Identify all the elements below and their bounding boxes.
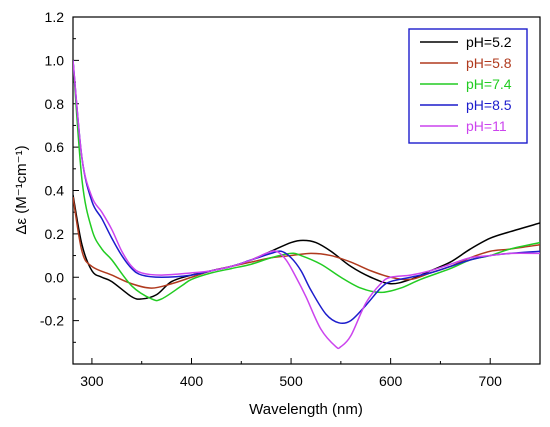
x-tick-label: 500 bbox=[279, 373, 303, 389]
series-line-pH=5.8 bbox=[73, 196, 540, 289]
legend-label: pH=11 bbox=[466, 118, 507, 134]
y-tick-label: 0.8 bbox=[45, 96, 65, 112]
y-tick-label: 1.0 bbox=[45, 52, 65, 68]
legend-label: pH=5.8 bbox=[466, 55, 512, 71]
series-line-pH=7.4 bbox=[73, 60, 540, 302]
x-tick-label: 700 bbox=[479, 373, 503, 389]
y-tick-label: -0.2 bbox=[40, 313, 64, 329]
y-tick-label: 0.4 bbox=[45, 183, 65, 199]
series-line-pH=5.2 bbox=[73, 194, 540, 300]
y-tick-label: 0.6 bbox=[45, 139, 65, 155]
x-tick-label: 300 bbox=[80, 373, 104, 389]
legend-box bbox=[408, 28, 528, 144]
x-tick-label: 600 bbox=[379, 373, 403, 389]
legend-label: pH=5.2 bbox=[466, 34, 512, 50]
y-tick-label: 0.2 bbox=[45, 226, 65, 242]
legend: pH=5.2 pH=5.8 pH=7.4 pH=8.5 pH=11 bbox=[408, 28, 528, 144]
y-tick-label: 1.2 bbox=[45, 9, 65, 25]
y-tick-label: 0.0 bbox=[45, 269, 65, 285]
x-tick-label: 400 bbox=[180, 373, 204, 389]
series-line-pH=11 bbox=[73, 60, 540, 350]
series-line-pH=8.5 bbox=[73, 60, 540, 325]
x-axis-title: Wavelength (nm) bbox=[249, 401, 363, 418]
legend-label: pH=7.4 bbox=[466, 76, 512, 92]
legend-label: pH=8.5 bbox=[466, 97, 512, 113]
y-axis-title: Δε (M⁻¹cm⁻¹) bbox=[13, 145, 30, 234]
